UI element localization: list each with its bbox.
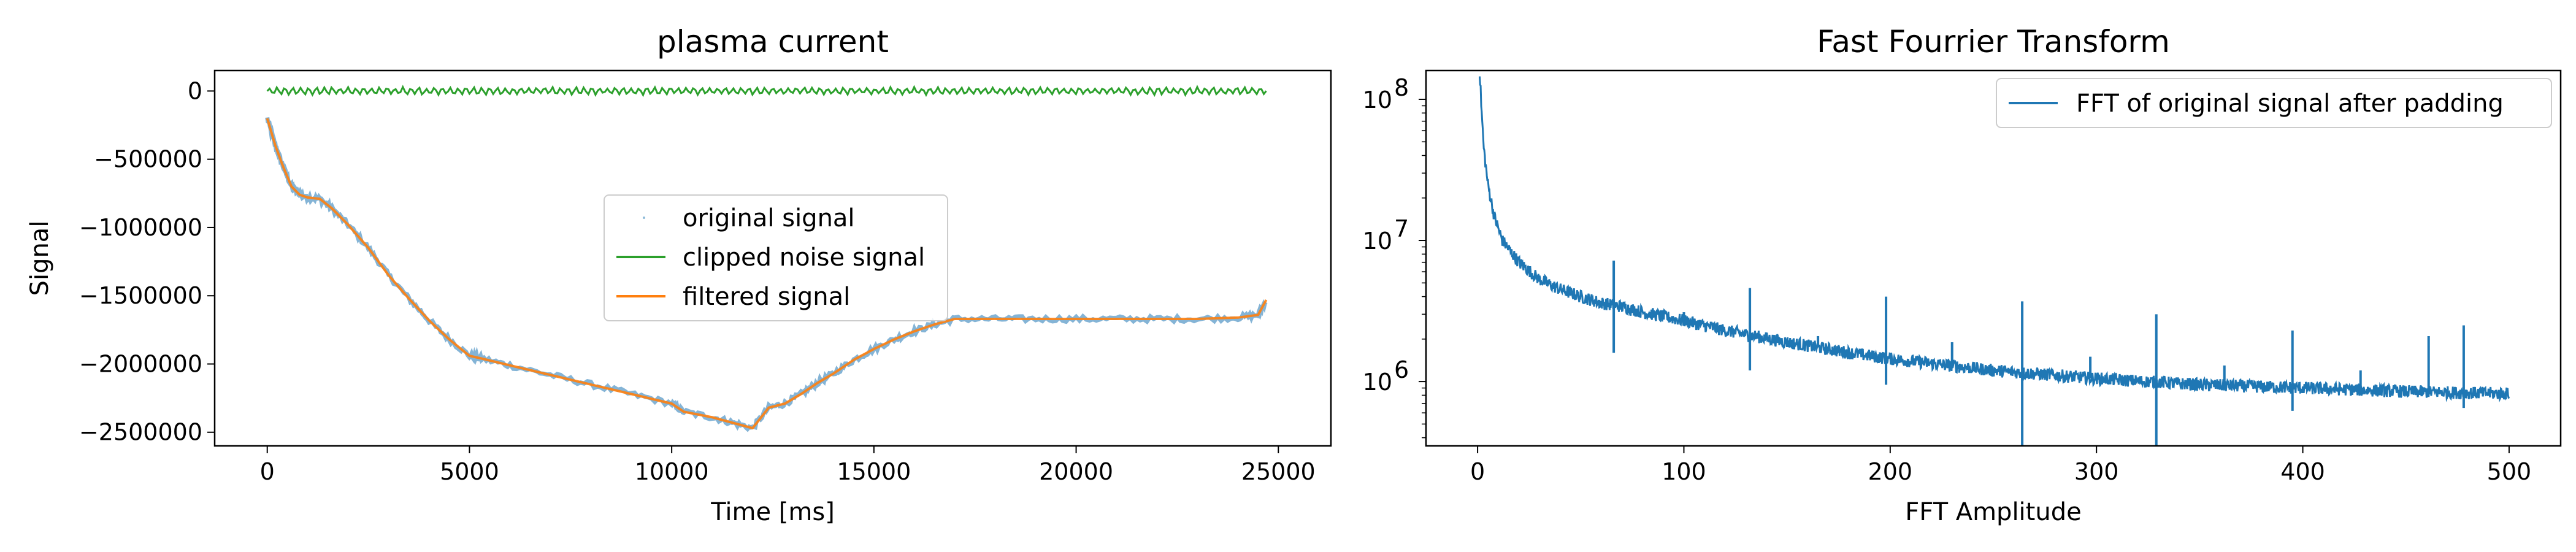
y-tick-label: 0	[188, 77, 202, 104]
chart-title: plasma current	[657, 24, 889, 59]
chart-fft: Fast Fourrier Transform FFT Amplitude 0 100…	[1363, 24, 2562, 526]
y-axis-label: Signal	[26, 221, 54, 296]
y-tick-label: −1000000	[79, 214, 202, 241]
fft-series-group	[1479, 76, 2510, 446]
plot-frame	[1425, 69, 2562, 447]
y-tick-label: −2500000	[79, 419, 202, 446]
chart-plasma-current: plasma current Time [ms] Signal 0 5000 10000 1…	[26, 24, 1332, 526]
x-tick-label: 0	[1470, 458, 1485, 485]
x-tick-label: 20000	[1039, 458, 1113, 485]
legend-label: FFT of original signal after padding	[2076, 90, 2504, 118]
legend-label: clipped noise signal	[683, 243, 925, 272]
legend: FFT of original signal after padding	[1996, 78, 2552, 128]
x-tick-label: 300	[2074, 458, 2119, 485]
x-axis-label: Time [ms]	[710, 498, 835, 526]
y-tick-label: −500000	[94, 146, 202, 173]
legend: original signal clipped noise signal filte…	[604, 194, 948, 321]
x-tick-label: 10000	[635, 458, 709, 485]
legend-box	[1996, 78, 2552, 128]
x-tick-label: 0	[260, 458, 275, 485]
legend-box	[604, 194, 948, 321]
y-tick-label-base: 10	[1363, 369, 1392, 396]
y-tick-label: −2000000	[79, 350, 202, 377]
y-tick-label-exponent: 6	[1394, 356, 1409, 383]
x-tick-label: 25000	[1241, 458, 1316, 485]
plot-frame	[213, 69, 1332, 447]
x-tick-label: 15000	[837, 458, 911, 485]
x-axis-label: FFT Amplitude	[1905, 498, 2081, 526]
x-tick-label: 500	[2487, 458, 2532, 485]
y-tick-label-base: 10	[1363, 86, 1392, 113]
series-clipped-noise-signal	[266, 85, 1267, 98]
x-tick-label: 200	[1868, 458, 1913, 485]
y-tick-label-exponent: 8	[1394, 74, 1409, 101]
y-tick-label: −1500000	[79, 282, 202, 309]
y-tick-label-base: 10	[1363, 228, 1392, 255]
x-tick-label: 400	[2280, 458, 2325, 485]
chart-title: Fast Fourrier Transform	[1817, 24, 2170, 59]
y-tick-label-exponent: 7	[1394, 215, 1409, 242]
legend-marker	[643, 217, 645, 219]
x-tick-label: 5000	[440, 458, 499, 485]
legend-label: filtered signal	[683, 283, 850, 311]
series-filtered-signal	[266, 118, 1268, 430]
x-tick-label: 100	[1662, 458, 1706, 485]
series-fft	[1479, 76, 2510, 403]
legend-label: original signal	[683, 204, 855, 232]
